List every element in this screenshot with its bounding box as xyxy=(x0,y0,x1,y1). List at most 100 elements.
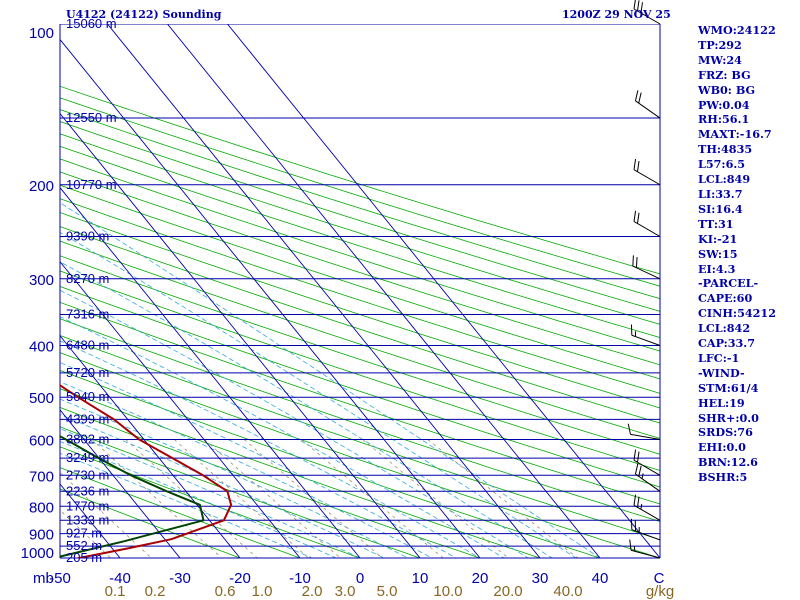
isotherm xyxy=(60,335,241,558)
height-label: 2730 m xyxy=(66,467,109,482)
moist-adiabat xyxy=(60,428,361,558)
dry-adiabat xyxy=(60,335,660,540)
height-label: 1333 m xyxy=(66,512,109,527)
moist-adiabat xyxy=(60,316,505,558)
index-item: SRDS:76 xyxy=(698,425,753,440)
mixing-ratio-line xyxy=(125,439,258,558)
index-item: TT:31 xyxy=(698,216,734,231)
mixing-ratio-line xyxy=(362,439,509,558)
dry-adiabat xyxy=(60,184,660,380)
index-item: EHI:0.0 xyxy=(698,440,746,455)
dry-adiabat xyxy=(60,286,660,488)
moist-adiabat xyxy=(60,340,481,558)
temperature-tick-label: -50 xyxy=(49,570,71,587)
index-item: BRN:12.6 xyxy=(698,455,758,470)
height-label: 6480 m xyxy=(66,338,109,353)
isotherm xyxy=(60,186,361,558)
height-label: 7316 m xyxy=(66,307,109,322)
dry-adiabat xyxy=(60,171,660,366)
mixing-ratio-label: 20.0 xyxy=(493,583,522,600)
index-item: SW:15 xyxy=(698,246,738,261)
isotherm xyxy=(60,38,481,558)
index-item: MW:24 xyxy=(698,52,742,67)
dry-adiabat xyxy=(60,212,660,409)
wind-barb xyxy=(630,324,661,346)
index-item: WMO:24122 xyxy=(698,23,776,37)
temperature-tick-label: -20 xyxy=(229,570,251,587)
wind-barb xyxy=(627,423,661,441)
index-item: CAP:33.7 xyxy=(698,336,755,351)
index-item: EI:4.3 xyxy=(698,261,736,276)
index-item: CAPE:60 xyxy=(698,291,753,306)
dry-adiabat xyxy=(60,226,660,424)
dry-adiabat xyxy=(60,488,242,558)
mixing-ratio-label: 0.2 xyxy=(145,583,166,600)
mixing-ratio-line xyxy=(174,439,310,558)
temperature-tick-label: 40 xyxy=(592,570,609,587)
mixing-ratio-label: 2.0 xyxy=(302,583,323,600)
mixing-ratio-label: 1.0 xyxy=(252,583,273,600)
pressure-tick-label: 500 xyxy=(29,390,54,407)
index-item: L57:6.5 xyxy=(698,157,746,172)
wind-barb xyxy=(633,449,661,476)
moist-adiabat xyxy=(60,452,313,558)
pressure-tick-label: 700 xyxy=(29,468,54,485)
moist-adiabat xyxy=(60,398,409,558)
dewpoint-profile xyxy=(60,435,205,558)
pressure-tick-label: 800 xyxy=(29,499,54,516)
index-item: BSHR:5 xyxy=(698,470,748,485)
dry-adiabat xyxy=(60,255,660,455)
height-label: 8270 m xyxy=(66,271,109,286)
temperature-tick-label: -10 xyxy=(289,570,311,587)
index-item: TP:292 xyxy=(698,37,742,52)
temperature-tick-label: -40 xyxy=(109,570,131,587)
mixing-ratio-label: 0.6 xyxy=(215,583,236,600)
dry-adiabat xyxy=(60,121,660,312)
isotherm xyxy=(226,24,660,558)
pressure-tick-label: 1000 xyxy=(21,545,54,562)
stability-indices: WMO:24122 TP:292 MW:24 FRZ: BG WB0: BG PW:0.0… xyxy=(698,23,776,485)
dry-adiabat xyxy=(60,270,660,471)
wind-barb xyxy=(634,463,661,492)
isotherm xyxy=(60,260,301,558)
mixing-ratio-label: 3.0 xyxy=(335,583,356,600)
wind-barb xyxy=(633,159,661,186)
temperature-tick-label: 0 xyxy=(356,570,364,587)
dry-adiabat xyxy=(60,198,660,394)
index-item: HEL:19 xyxy=(698,395,745,410)
dry-adiabat xyxy=(60,133,660,325)
index-item: SI:16.4 xyxy=(698,201,743,216)
isotherm xyxy=(106,24,541,558)
pressure-tick-label: 200 xyxy=(29,178,54,195)
height-label: 552 m xyxy=(66,538,102,553)
temperature-tick-label: -30 xyxy=(169,570,191,587)
height-label: 3802 m xyxy=(66,432,109,447)
index-item: RH:56.1 xyxy=(698,112,750,127)
mixing-ratio-unit: g/kg xyxy=(646,583,674,600)
index-item: LFC:-1 xyxy=(698,350,740,365)
dry-adiabat xyxy=(60,145,660,338)
height-label: 5720 m xyxy=(66,365,109,380)
moist-adiabat xyxy=(60,381,433,558)
height-label: 927 m xyxy=(66,526,102,541)
temperature-tick-label: 10 xyxy=(412,570,429,587)
wind-barb xyxy=(634,90,661,119)
moist-adiabat xyxy=(60,261,553,558)
sounding-profiles xyxy=(60,384,233,558)
dry-adiabat xyxy=(60,301,660,505)
temperature-tick-label: 20 xyxy=(472,570,489,587)
index-item: MAXT:-16.7 xyxy=(698,127,772,142)
index-item: WB0: BG xyxy=(698,82,756,97)
height-label: 15060 m xyxy=(66,16,117,31)
mixing-ratio-line xyxy=(243,439,383,558)
mixing-ratio-label: 5.0 xyxy=(377,583,398,600)
dry-adiabat xyxy=(60,97,660,287)
index-item: KI:-21 xyxy=(698,231,738,246)
height-label: 5040 m xyxy=(66,389,109,404)
pressure-tick-label: 400 xyxy=(29,339,54,356)
pressure-tick-label: 100 xyxy=(29,25,54,42)
isotherm xyxy=(60,409,181,558)
thermo-grid xyxy=(60,24,660,558)
dry-adiabat xyxy=(60,109,660,300)
